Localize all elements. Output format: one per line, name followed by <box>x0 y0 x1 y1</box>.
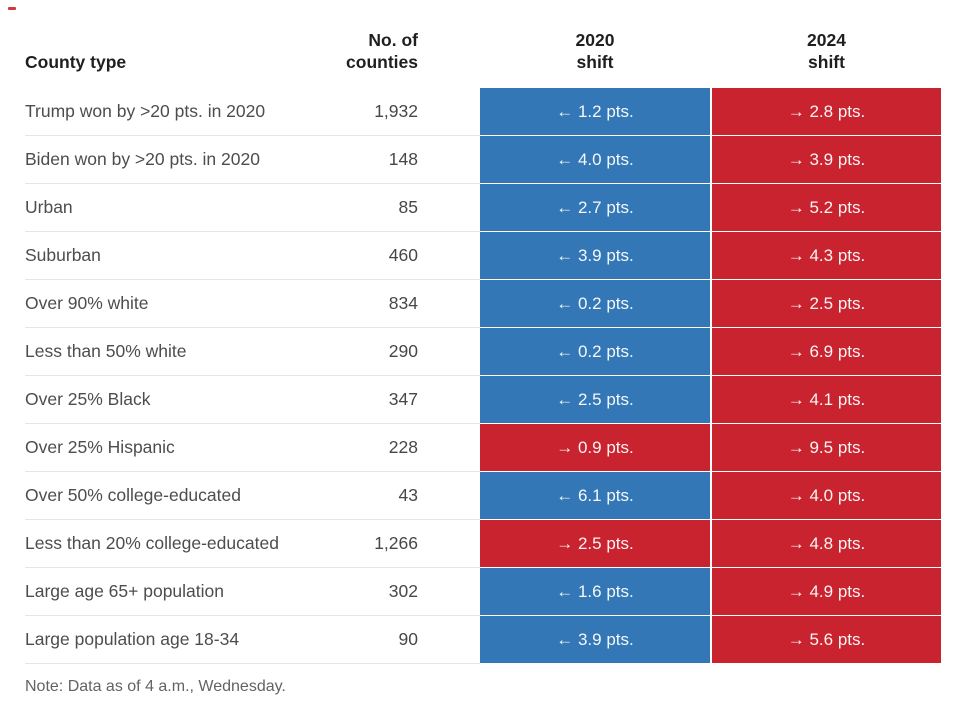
county-type-cell: Less than 50% white <box>25 328 318 376</box>
shift-2020-cell: ← 0.2 pts. <box>480 328 710 376</box>
counties-count-cell: 302 <box>318 568 418 616</box>
table-header-row: County type No. of counties 2020 shift 2… <box>25 28 941 74</box>
counties-count-cell: 834 <box>318 280 418 328</box>
county-type-cell: Trump won by >20 pts. in 2020 <box>25 88 318 136</box>
table-row: Urban 85 ← 2.7 pts. → 5.2 pts. <box>25 184 941 232</box>
county-type-cell: Over 90% white <box>25 280 318 328</box>
shift-2024-cell: → 2.8 pts. <box>712 88 941 136</box>
counties-count-cell: 1,266 <box>318 520 418 568</box>
shift-2024-cell: → 4.0 pts. <box>712 472 941 520</box>
row-spacer <box>418 616 480 664</box>
county-type-cell: Large age 65+ population <box>25 568 318 616</box>
row-spacer <box>418 520 480 568</box>
counties-count-cell: 460 <box>318 232 418 280</box>
county-type-cell: Urban <box>25 184 318 232</box>
row-spacer <box>418 184 480 232</box>
counties-count-cell: 85 <box>318 184 418 232</box>
shift-2020-cell: ← 0.2 pts. <box>480 280 710 328</box>
table-row: Less than 20% college-educated 1,266 → 2… <box>25 520 941 568</box>
shift-2024-cell: → 4.8 pts. <box>712 520 941 568</box>
shift-2020-cell: ← 3.9 pts. <box>480 232 710 280</box>
shift-2020-cell: → 2.5 pts. <box>480 520 710 568</box>
row-spacer <box>418 328 480 376</box>
shift-2024-cell: → 6.9 pts. <box>712 328 941 376</box>
row-spacer <box>418 424 480 472</box>
row-spacer <box>418 88 480 136</box>
shift-2020-cell: ← 2.5 pts. <box>480 376 710 424</box>
table-row: Large age 65+ population 302 ← 1.6 pts. … <box>25 568 941 616</box>
shift-2024-cell: → 3.9 pts. <box>712 136 941 184</box>
county-type-cell: Biden won by >20 pts. in 2020 <box>25 136 318 184</box>
header-county-type: County type <box>25 52 127 73</box>
shift-2020-cell: ← 1.6 pts. <box>480 568 710 616</box>
county-type-cell: Suburban <box>25 232 318 280</box>
counties-count-cell: 43 <box>318 472 418 520</box>
county-type-cell: Over 25% Hispanic <box>25 424 318 472</box>
header-2024-shift: 2024 shift <box>807 30 846 73</box>
table-row: Biden won by >20 pts. in 2020 148 ← 4.0 … <box>25 136 941 184</box>
table-row: Over 25% Hispanic 228 → 0.9 pts. → 9.5 p… <box>25 424 941 472</box>
header-no-of-counties: No. of counties <box>346 30 418 73</box>
shift-2020-cell: ← 2.7 pts. <box>480 184 710 232</box>
shift-2020-cell: ← 4.0 pts. <box>480 136 710 184</box>
row-spacer <box>418 376 480 424</box>
shift-2020-cell: → 0.9 pts. <box>480 424 710 472</box>
table-row: Trump won by >20 pts. in 2020 1,932 ← 1.… <box>25 88 941 136</box>
table-row: Over 90% white 834 ← 0.2 pts. → 2.5 pts. <box>25 280 941 328</box>
shift-2024-cell: → 5.2 pts. <box>712 184 941 232</box>
row-spacer <box>418 280 480 328</box>
row-spacer <box>418 568 480 616</box>
county-shift-table: County type No. of counties 2020 shift 2… <box>25 28 941 696</box>
counties-count-cell: 1,932 <box>318 88 418 136</box>
shift-2020-cell: ← 1.2 pts. <box>480 88 710 136</box>
shift-2020-cell: ← 3.9 pts. <box>480 616 710 664</box>
footnote: Note: Data as of 4 a.m., Wednesday. <box>25 678 286 695</box>
shift-2020-cell: ← 6.1 pts. <box>480 472 710 520</box>
table-row: Over 50% college-educated 43 ← 6.1 pts. … <box>25 472 941 520</box>
county-type-cell: Less than 20% college-educated <box>25 520 318 568</box>
row-spacer <box>418 136 480 184</box>
row-spacer <box>418 232 480 280</box>
table-row: Less than 50% white 290 ← 0.2 pts. → 6.9… <box>25 328 941 376</box>
shift-2024-cell: → 2.5 pts. <box>712 280 941 328</box>
shift-2024-cell: → 9.5 pts. <box>712 424 941 472</box>
county-type-cell: Large population age 18-34 <box>25 616 318 664</box>
county-type-cell: Over 25% Black <box>25 376 318 424</box>
table-row: Over 25% Black 347 ← 2.5 pts. → 4.1 pts. <box>25 376 941 424</box>
counties-count-cell: 347 <box>318 376 418 424</box>
shift-2024-cell: → 4.3 pts. <box>712 232 941 280</box>
red-tick-mark <box>8 7 16 10</box>
row-spacer <box>418 472 480 520</box>
table-row: Large population age 18-34 90 ← 3.9 pts.… <box>25 616 941 664</box>
counties-count-cell: 90 <box>318 616 418 664</box>
counties-count-cell: 290 <box>318 328 418 376</box>
header-2020-shift: 2020 shift <box>575 30 615 73</box>
county-type-cell: Over 50% college-educated <box>25 472 318 520</box>
shift-2024-cell: → 4.1 pts. <box>712 376 941 424</box>
counties-count-cell: 148 <box>318 136 418 184</box>
shift-2024-cell: → 5.6 pts. <box>712 616 941 664</box>
shift-2024-cell: → 4.9 pts. <box>712 568 941 616</box>
counties-count-cell: 228 <box>318 424 418 472</box>
table-row: Suburban 460 ← 3.9 pts. → 4.3 pts. <box>25 232 941 280</box>
